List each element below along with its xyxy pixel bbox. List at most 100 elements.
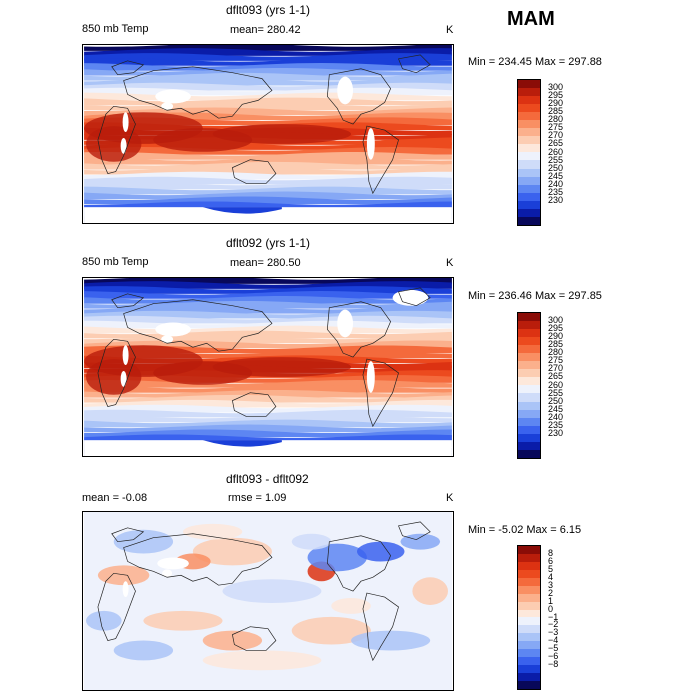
panel-1-title: dflt093 (yrs 1-1) <box>226 3 311 17</box>
warm-region <box>212 357 352 377</box>
colorbar-tick-label: 230 <box>548 194 564 205</box>
coastline <box>123 299 273 352</box>
colorbar-tick-label: 3 <box>548 579 554 590</box>
colorbar-swatch <box>518 80 540 89</box>
anomaly-region <box>331 598 371 614</box>
anomaly-region <box>182 523 243 540</box>
temperature-band <box>84 385 452 393</box>
colorbar-swatch <box>518 441 540 450</box>
colorbar-tick-label: 260 <box>548 146 564 157</box>
colorbar-swatch <box>518 208 540 217</box>
antarctica-mask <box>84 207 452 223</box>
colorbar-swatch <box>518 337 540 346</box>
terrain-mask <box>161 102 174 111</box>
temperature-band <box>84 191 452 200</box>
colorbar-tick-label: 265 <box>548 138 564 149</box>
colorbar-tick-label: 2 <box>548 587 554 598</box>
colorbar-tick-label: 0 <box>548 603 554 614</box>
colorbar-swatch <box>518 585 540 594</box>
anomaly-region <box>357 541 405 562</box>
colorbar-swatch <box>518 128 540 137</box>
colorbar-tick-label: 230 <box>548 427 564 438</box>
anomaly-region <box>291 533 332 550</box>
panel-1-variable: 850 mb Temp <box>82 23 149 35</box>
coastline <box>97 105 136 174</box>
panel-3-mean: mean = -0.08 <box>82 492 148 504</box>
coastline <box>232 392 277 417</box>
colorbar-tick-label: 270 <box>548 130 564 141</box>
colorbar-swatch <box>518 216 540 225</box>
coastline <box>362 125 399 195</box>
colorbar-swatch <box>518 609 540 618</box>
terrain-mask <box>157 557 189 570</box>
anomaly-region <box>400 533 441 550</box>
colorbar-swatch <box>518 152 540 161</box>
panel-3-colorbar <box>517 545 541 690</box>
panel-2-colorbar <box>517 312 541 459</box>
colorbar-tick-label: −8 <box>548 659 559 670</box>
temperature-band <box>84 380 452 388</box>
panel-1-min-max: Min = 234.45 Max = 297.88 <box>468 56 602 68</box>
panel-2-min-max: Min = 236.46 Max = 297.85 <box>468 290 602 302</box>
colorbar-swatch <box>518 665 540 673</box>
terrain-mask <box>122 112 129 133</box>
terrain-mask <box>366 128 375 160</box>
colorbar-swatch <box>518 200 540 209</box>
terrain-mask <box>162 569 173 578</box>
colorbar-swatch <box>518 176 540 185</box>
colorbar-swatch <box>518 577 540 586</box>
temperature-band <box>84 186 452 195</box>
coastline <box>97 338 136 407</box>
colorbar-tick-label: 275 <box>548 355 564 366</box>
colorbar-tick-label: 6 <box>548 555 554 566</box>
colorbar-tick-label: 255 <box>548 154 564 165</box>
map-canvas <box>84 45 452 223</box>
terrain-mask <box>366 361 375 393</box>
colorbar-tick-label: 250 <box>548 395 564 406</box>
colorbar-tick-label: 1 <box>548 595 554 606</box>
panel-1-temperature-map <box>82 44 454 224</box>
colorbar-swatch <box>518 136 540 145</box>
colorbar-swatch <box>518 88 540 97</box>
temperature-band <box>84 97 452 106</box>
colorbar-tick-label: 245 <box>548 403 564 414</box>
panel-3-units: K <box>446 492 454 504</box>
colorbar-swatch <box>518 120 540 129</box>
colorbar-tick-label: −3 <box>548 627 559 638</box>
terrain-mask <box>122 345 129 366</box>
colorbar-swatch <box>518 617 540 626</box>
colorbar-swatch <box>518 144 540 153</box>
colorbar-tick-label: 290 <box>548 331 564 342</box>
anomaly-region <box>192 537 272 566</box>
colorbar-tick-label: 300 <box>548 82 564 93</box>
coastline <box>111 527 145 543</box>
panel-1-units: K <box>446 24 454 36</box>
temperature-band <box>84 161 452 170</box>
coastline <box>232 159 277 184</box>
anomaly-region <box>351 630 431 651</box>
colorbar-swatch <box>518 401 540 410</box>
coastline <box>362 592 399 662</box>
terrain-mask <box>337 76 354 105</box>
colorbar-tick-label: 295 <box>548 323 564 334</box>
colorbar-tick-label: 235 <box>548 186 564 197</box>
colorbar-tick-label: 4 <box>548 571 554 582</box>
colorbar-swatch <box>518 569 540 578</box>
temperature-band <box>84 414 452 423</box>
colorbar-swatch <box>518 329 540 338</box>
terrain-mask <box>122 581 129 598</box>
warm-region <box>86 359 142 395</box>
colorbar-swatch <box>518 409 540 418</box>
colorbar-swatch <box>518 641 540 650</box>
colorbar-swatch <box>518 673 540 681</box>
anomaly-region <box>97 565 150 586</box>
colorbar-tick-label: 255 <box>548 387 564 398</box>
coastline <box>232 626 277 651</box>
season-label: MAM <box>507 8 555 30</box>
colorbar-swatch <box>518 417 540 426</box>
coastline <box>398 54 431 74</box>
colorbar-tick-label: −6 <box>548 651 559 662</box>
colorbar-tick-label: 5 <box>548 563 554 574</box>
anomaly-region <box>291 616 371 645</box>
colorbar-swatch <box>518 377 540 386</box>
